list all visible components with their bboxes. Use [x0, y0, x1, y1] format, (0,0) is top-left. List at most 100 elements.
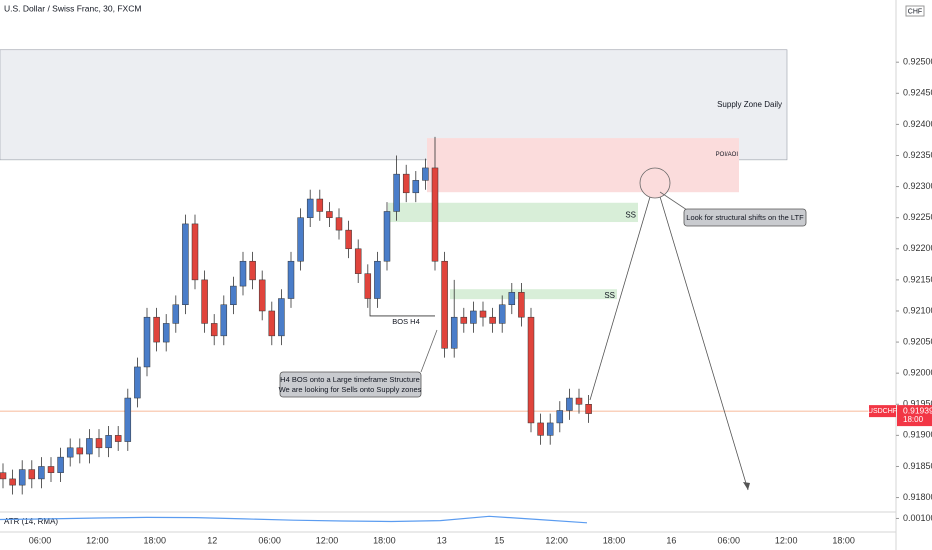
- candle-body: [498, 304, 506, 324]
- callout-text: We are looking for Sells onto Supply zon…: [279, 385, 422, 394]
- x-tick-label: 12: [207, 535, 217, 545]
- callout-text: Look for structural shifts on the LTF: [686, 213, 804, 222]
- x-tick-label: 13: [437, 535, 447, 545]
- callout-text: H4 BOS onto a Large timeframe Structure: [280, 375, 420, 384]
- candle-body: [28, 469, 36, 480]
- atr-tick-label: 0.00100: [903, 513, 932, 523]
- poi-circle: [639, 167, 671, 199]
- candle-body: [383, 211, 391, 262]
- candle-body: [95, 438, 103, 449]
- candle-body: [38, 466, 45, 480]
- candle-body: [172, 304, 180, 324]
- price-time: 18:00: [903, 415, 924, 424]
- candle-body: [575, 397, 583, 405]
- candle-body: [508, 292, 516, 306]
- candle-body: [47, 466, 55, 473]
- candle-body: [566, 397, 573, 411]
- candle-body: [585, 404, 592, 414]
- candle-body: [422, 167, 429, 181]
- callout-pointer: [420, 329, 438, 373]
- x-tick-label: 18:00: [603, 535, 626, 545]
- zones: Supply Zone Daily POI/AOI SS SS: [0, 49, 788, 300]
- candle-body: [134, 366, 141, 399]
- x-tick-label: 18:00: [373, 535, 396, 545]
- zone-label: SS: [604, 291, 615, 300]
- candle-body: [182, 223, 189, 306]
- candle-body: [249, 260, 256, 281]
- candle-body: [393, 173, 400, 212]
- candle-body: [450, 316, 458, 349]
- atr-label: ATR (14, RMA): [4, 517, 58, 526]
- candle-body: [479, 310, 487, 318]
- candle-body: [143, 316, 151, 368]
- zone-label: SS: [625, 211, 636, 220]
- zone-label: Supply Zone Daily: [717, 100, 782, 109]
- candle-body: [268, 310, 276, 337]
- candle-body: [316, 198, 324, 212]
- candle-body: [86, 438, 93, 455]
- x-tick-label: 18:00: [832, 535, 855, 545]
- candle-body: [201, 279, 208, 324]
- candle-body: [114, 435, 122, 442]
- bos-label: BOS H4: [392, 317, 420, 326]
- currency-box: [905, 5, 925, 17]
- candle-body: [297, 217, 304, 262]
- candle-body: [441, 260, 448, 349]
- candle-body: [66, 447, 74, 458]
- callout-box: [279, 371, 422, 398]
- candle-body: [258, 279, 266, 312]
- candle-body: [374, 260, 381, 299]
- currency: CHF: [908, 8, 922, 15]
- candle-body: [470, 310, 477, 324]
- candle-body: [287, 260, 295, 299]
- symbol-tag: [869, 405, 896, 418]
- candle-body: [0, 472, 7, 480]
- candle-body: [162, 323, 170, 343]
- candle-body: [556, 410, 564, 424]
- x-tick-label: 06:00: [258, 535, 281, 545]
- price-label: 0.91939: [903, 405, 932, 415]
- candle-body: [364, 273, 372, 299]
- candle-body: [402, 173, 410, 194]
- candle-body: [18, 469, 26, 486]
- candle-body: [335, 217, 343, 231]
- symbol-label: USDCHF: [868, 408, 897, 415]
- price-tag: [897, 405, 932, 427]
- x-tick-label: 12:00: [316, 535, 339, 545]
- candle-body: [431, 167, 439, 262]
- atr-line: [0, 515, 588, 524]
- x-tick-label: 12:00: [545, 535, 568, 545]
- callout-pointer: [659, 191, 691, 213]
- candle-body: [306, 198, 314, 218]
- candle-body: [191, 223, 199, 281]
- candle-body: [124, 397, 132, 442]
- chart-title: U.S. Dollar / Swiss Franc, 30, FXCM: [4, 3, 141, 13]
- candle-body: [210, 323, 218, 337]
- x-tick-label: 12:00: [86, 535, 109, 545]
- x-tick-label: 18:00: [144, 535, 167, 545]
- candle-body: [460, 316, 468, 324]
- x-tick-label: 12:00: [775, 535, 798, 545]
- callout-box: [683, 208, 807, 227]
- candle-body: [489, 316, 496, 324]
- candle-body: [518, 292, 525, 318]
- x-tick-label: 15: [494, 535, 504, 545]
- candle-body: [345, 229, 352, 250]
- x-tick-label: 06:00: [29, 535, 52, 545]
- candle-body: [105, 435, 112, 449]
- candle-body: [546, 422, 554, 436]
